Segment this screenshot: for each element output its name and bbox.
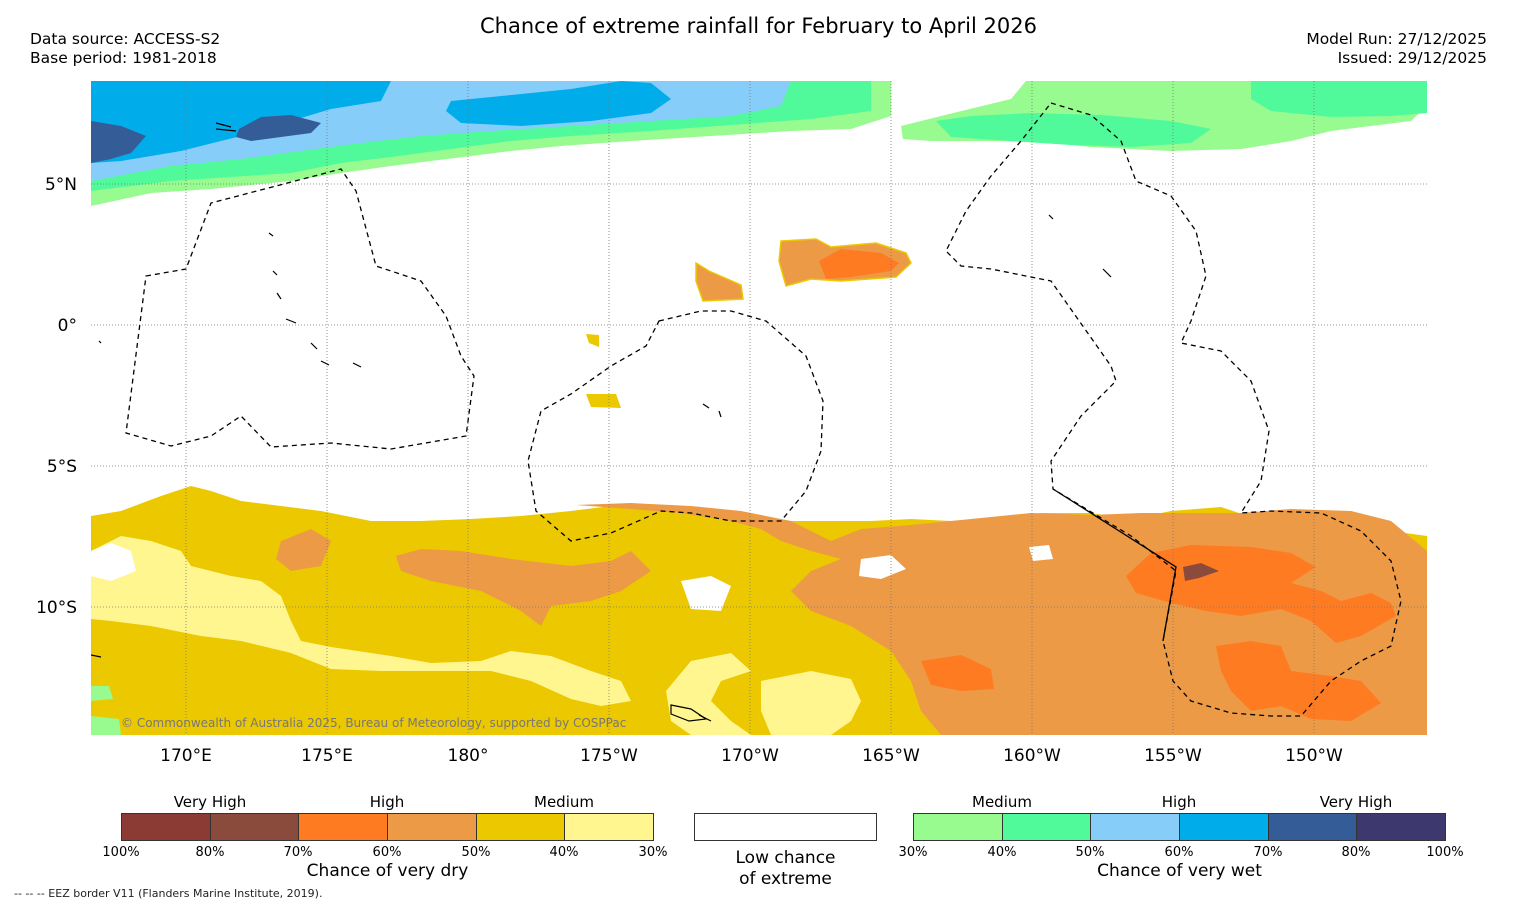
- wet-swatch-4: [1180, 814, 1269, 840]
- dry-level-very-high: Very High: [173, 793, 247, 811]
- wet-swatch-3: [1091, 814, 1181, 840]
- wet-swatch-1: [914, 814, 1003, 840]
- dry-level-high: High: [369, 793, 405, 811]
- dry-swatch-3: [299, 814, 389, 840]
- map-title: Chance of extreme rainfall for February …: [480, 14, 1037, 38]
- lat-label-5s: 5°S: [46, 457, 77, 477]
- lon-label-160w: 160°W: [1003, 746, 1061, 766]
- lon-label-155w: 155°W: [1144, 746, 1202, 766]
- dry-50-region-mid: [396, 549, 651, 626]
- wet-swatch-5: [1268, 814, 1358, 840]
- dry-60-region-c: [921, 655, 994, 691]
- dry-colorbar: [121, 813, 654, 841]
- low-chance-hole-4: [91, 543, 136, 581]
- dry-legend-title: Chance of very dry: [306, 861, 469, 881]
- wet-colorbar: [913, 813, 1446, 841]
- wet-tick-50: 50%: [1075, 845, 1105, 860]
- wet-level-medium: Medium: [972, 793, 1032, 811]
- dry-level-medium: Medium: [534, 793, 594, 811]
- low-chance-swatch: [694, 813, 877, 841]
- dry-30-south-patch: [586, 394, 621, 408]
- lon-label-170w: 170°W: [721, 746, 779, 766]
- wet-swatch-6: [1357, 814, 1446, 840]
- wet-level-high: High: [1161, 793, 1197, 811]
- low-chance-line2: of extreme: [739, 869, 832, 889]
- wet-patch-sw-b: [91, 716, 121, 735]
- dry-swatch-4: [388, 814, 477, 840]
- wet-60-region: [91, 81, 391, 163]
- wet-60-region-b: [446, 81, 671, 126]
- lon-label-175w: 175°W: [580, 746, 638, 766]
- low-chance-line1: Low chance: [735, 848, 836, 868]
- lon-label-175e: 175°E: [301, 746, 353, 766]
- lat-label-0: 0°: [57, 316, 77, 336]
- dry-30-region-mid: [666, 653, 751, 735]
- dry-swatch-6: [565, 814, 654, 840]
- dry-tick-60: 60%: [372, 845, 402, 860]
- dry-tick-30: 30%: [638, 845, 668, 860]
- wet-tick-100: 100%: [1426, 845, 1464, 860]
- wet-level-very-high: Very High: [1319, 793, 1393, 811]
- dry-50-north-patch-b: [695, 261, 744, 302]
- dry-60-north-patch: [819, 249, 899, 279]
- dry-tick-40: 40%: [549, 845, 579, 860]
- data-source-info: Data source: ACCESS-S2 Base period: 1981…: [30, 30, 220, 68]
- lon-label-165w: 165°W: [862, 746, 920, 766]
- dry-swatch-5: [476, 814, 566, 840]
- eez-borders: [125, 102, 1402, 717]
- rainfall-map: © Commonwealth of Australia 2025, Bureau…: [91, 81, 1427, 735]
- wet-tick-70: 70%: [1253, 845, 1283, 860]
- dry-50-region-west: [276, 529, 331, 571]
- eez-footnote: -- -- -- EEZ border V11 (Flanders Marine…: [14, 887, 323, 900]
- dry-30-region-c: [761, 671, 861, 735]
- wet-40-region-ne: [1251, 81, 1427, 117]
- lat-label-10s: 10°S: [36, 598, 77, 618]
- wet-70-region-b: [236, 115, 321, 141]
- model-run: Model Run: 27/12/2025: [1306, 30, 1487, 48]
- dry-tick-70: 70%: [283, 845, 313, 860]
- islands: [91, 122, 1112, 722]
- wet-tick-80: 80%: [1341, 845, 1371, 860]
- model-run-info: Model Run: 27/12/2025 Issued: 29/12/2025: [1306, 30, 1487, 68]
- dry-tick-50: 50%: [461, 845, 491, 860]
- wet-legend-title: Chance of very wet: [1097, 861, 1262, 881]
- low-chance-hole-3: [1029, 545, 1053, 561]
- low-chance-hole-1: [681, 576, 731, 611]
- graticule: [91, 81, 1427, 735]
- dry-30-region-west: [91, 536, 631, 706]
- dry-tick-100: 100%: [102, 845, 140, 860]
- dry-tick-80: 80%: [195, 845, 225, 860]
- lon-label-180: 180°: [447, 746, 489, 766]
- issued-date: Issued: 29/12/2025: [1337, 49, 1487, 67]
- lon-label-150w: 150°W: [1285, 746, 1343, 766]
- low-chance-hole-2: [859, 555, 906, 579]
- wet-tick-40: 40%: [987, 845, 1017, 860]
- dry-80-region: [1183, 563, 1219, 581]
- lon-label-170e: 170°E: [160, 746, 212, 766]
- eez-boundary-solid: [1052, 488, 1177, 642]
- map-copyright: © Commonwealth of Australia 2025, Bureau…: [121, 716, 626, 730]
- low-chance-label: Low chance of extreme: [694, 848, 877, 890]
- lat-label-5n: 5°N: [44, 175, 77, 195]
- dry-30-south-patch-b: [586, 334, 599, 347]
- dry-60-region-south: [1216, 641, 1381, 721]
- data-source: Data source: ACCESS-S2: [30, 30, 221, 48]
- wet-tick-30: 30%: [898, 845, 928, 860]
- wet-swatch-2: [1002, 814, 1092, 840]
- wet-tick-60: 60%: [1164, 845, 1194, 860]
- dry-swatch-2: [210, 814, 300, 840]
- base-period: Base period: 1981-2018: [30, 49, 217, 67]
- wet-patch-sw: [91, 686, 113, 701]
- dry-swatch-1: [122, 814, 211, 840]
- wet-70-region: [91, 121, 146, 163]
- wet-40-region-east: [936, 113, 1211, 147]
